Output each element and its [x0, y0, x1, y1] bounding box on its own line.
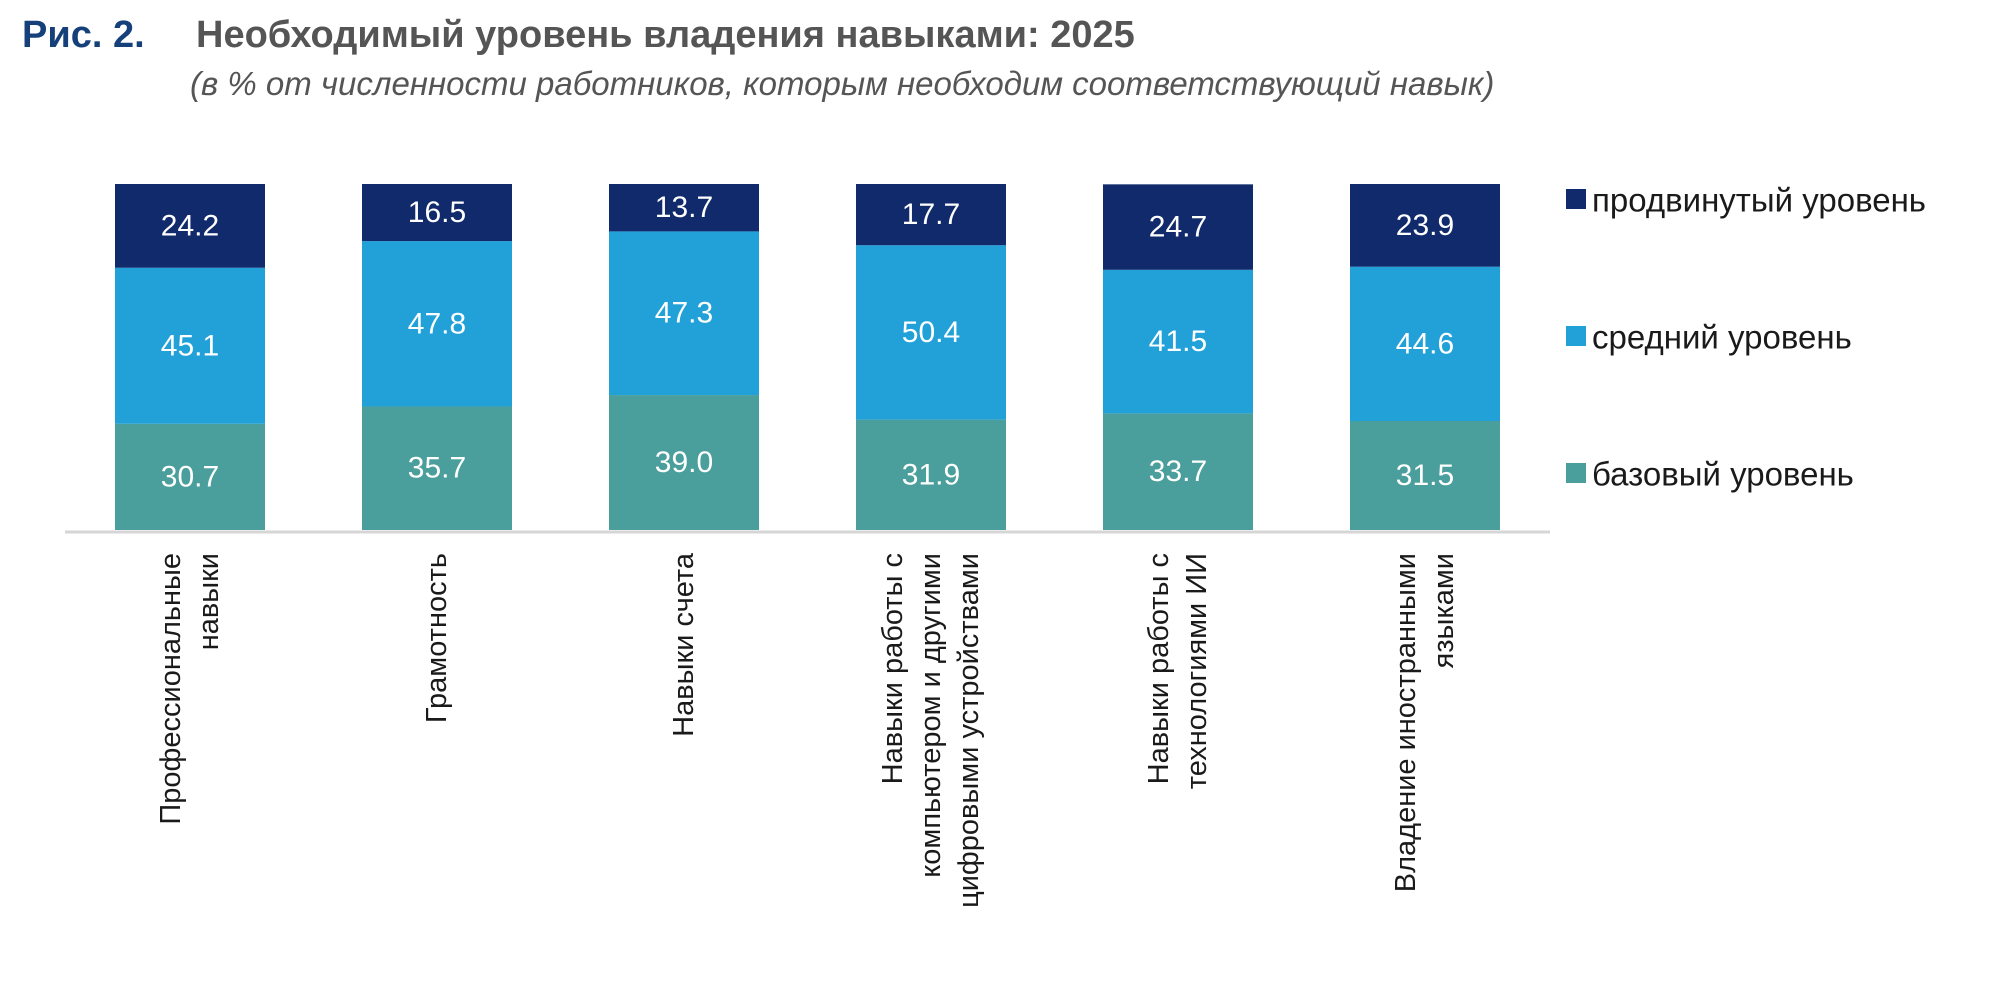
bar-segment [115, 423, 265, 530]
data-label: 24.7 [1149, 211, 1207, 244]
category-label-line: компьютером и другими [915, 553, 947, 878]
bar-segment [362, 241, 512, 407]
bar-segment [856, 245, 1006, 420]
bar-segment [1103, 184, 1253, 270]
bar-segment [1350, 421, 1500, 530]
category-labels: Профессиональные навыки Грамотность Навыки … [155, 552, 1460, 908]
category-label-line: Навыки работы с [1143, 553, 1175, 784]
bar-segment [856, 184, 1006, 246]
data-label: 50.4 [902, 316, 960, 349]
bar-segment [609, 395, 759, 530]
category-label: Владение иностранными языками [1390, 553, 1460, 892]
legend-entry: продвинутый уровень [1592, 182, 1926, 219]
bar-segment [1350, 184, 1500, 267]
data-label: 41.5 [1149, 325, 1207, 358]
data-label: 45.1 [161, 329, 219, 362]
legend-entry: средний уровень [1592, 319, 1852, 356]
data-label: 35.7 [408, 452, 466, 485]
category-label-line: технологиями ИИ [1181, 553, 1213, 789]
bar-segment [609, 231, 759, 396]
bar-segment [115, 267, 265, 424]
data-label: 47.8 [408, 307, 466, 340]
bar-segment [115, 184, 265, 268]
bar-segment [609, 184, 759, 232]
data-label: 33.7 [1149, 455, 1207, 488]
category-label: Навыки работы с технологиями ИИ [1143, 553, 1213, 789]
chart-title: Необходимый уровень владения навыками: 2… [196, 14, 1135, 56]
category-label-line: цифровыми устройствами [953, 553, 985, 908]
bar-segment [362, 406, 512, 530]
legend-swatch [1566, 463, 1586, 483]
bar-segment [1350, 266, 1500, 422]
category-label-line: Навыки работы с [877, 553, 909, 784]
category-label: Навыки работы с компьютером и другими цифр… [877, 553, 985, 908]
bar-segment [362, 184, 512, 242]
data-label: 39.0 [655, 446, 713, 479]
legend-swatch [1566, 326, 1586, 346]
category-label: Грамотность [421, 553, 453, 723]
category-label-line: навыки [193, 553, 225, 650]
data-label: 17.7 [902, 198, 960, 231]
data-label: 23.9 [1396, 209, 1454, 242]
data-label: 16.5 [408, 196, 466, 229]
data-label: 31.5 [1396, 459, 1454, 492]
category-label-line: Навыки счета [668, 552, 700, 737]
category-label: Навыки счета [668, 552, 700, 737]
data-label: 47.3 [655, 297, 713, 330]
category-label-line: Профессиональные [155, 553, 187, 825]
category-label: Профессиональные навыки [155, 553, 225, 825]
bar-segment [1103, 413, 1253, 530]
bar-segment [856, 419, 1006, 530]
category-label-line: Владение иностранными [1390, 553, 1422, 892]
data-label: 24.2 [161, 209, 219, 242]
chart-subtitle: (в % от численности работников, которым … [190, 65, 1494, 102]
data-label: 31.9 [902, 458, 960, 491]
data-label: 13.7 [655, 191, 713, 224]
legend-swatch [1566, 189, 1586, 209]
data-label: 30.7 [161, 460, 219, 493]
legend: продвинутый уровень средний уровень базовы… [1566, 182, 1926, 493]
category-label-line: языками [1428, 553, 1460, 668]
category-label-line: Грамотность [421, 553, 453, 723]
figure-label: Рис. 2. [22, 14, 145, 56]
bars-layer: 30.7 45.1 24.2 35.7 47.8 16.5 39.0 47.3 13.7 31.9… [115, 184, 1500, 530]
legend-entry: базовый уровень [1592, 456, 1854, 493]
bar-segment [1103, 269, 1253, 414]
data-label: 44.6 [1396, 327, 1454, 360]
